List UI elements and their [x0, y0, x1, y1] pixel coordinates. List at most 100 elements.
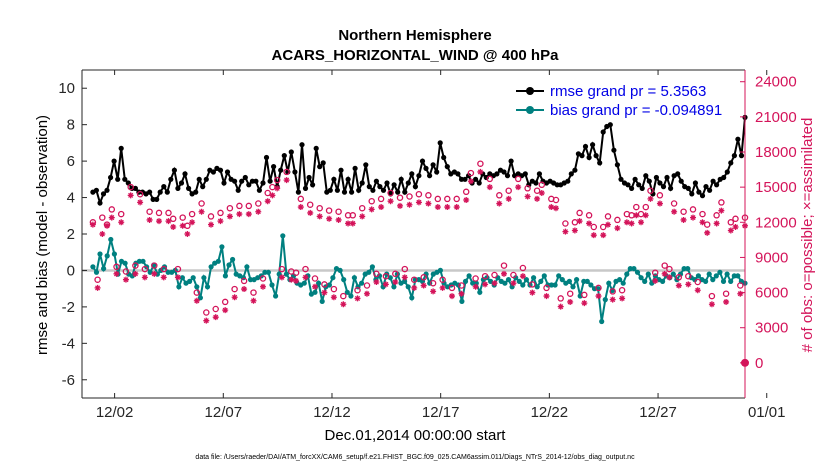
- obs-assimilated-point: [713, 220, 720, 227]
- bias-point: [556, 273, 562, 279]
- obs-possible-point: [221, 298, 229, 306]
- rmse-point: [409, 171, 415, 177]
- bias-point: [541, 273, 547, 279]
- bias-point: [341, 277, 347, 283]
- obs-assimilated-point: [430, 288, 437, 295]
- obs-possible-point: [585, 212, 593, 219]
- obs-assimilated-point: [401, 274, 408, 281]
- obs-assimilated-point: [363, 290, 370, 297]
- obs-assimilated-point: [132, 270, 139, 277]
- obs-possible-point: [212, 305, 219, 313]
- obs-assimilated-point: [548, 204, 555, 211]
- legend-marker: [526, 87, 534, 95]
- obs-possible-point: [529, 281, 536, 288]
- bias-point: [552, 282, 558, 288]
- rmse-point: [306, 174, 312, 181]
- obs-assimilated-point: [104, 222, 111, 229]
- obs-possible-point: [448, 284, 456, 292]
- obs-possible-point: [368, 197, 375, 205]
- obs-assimilated-point: [330, 294, 337, 301]
- bias-point: [366, 269, 372, 275]
- obs-assimilated-point: [212, 314, 219, 321]
- obs-assimilated-point: [311, 283, 318, 290]
- rmse-point: [419, 158, 426, 164]
- obs-possible-point: [614, 216, 621, 224]
- obs-possible-point: [429, 279, 437, 287]
- obs-possible-point: [396, 194, 404, 201]
- legend-entry-rmse: rmse grand pr = 5.3563: [516, 83, 706, 100]
- bias-point: [477, 289, 483, 295]
- obs-possible-point: [576, 209, 583, 217]
- obs-assimilated-point: [562, 228, 569, 235]
- rmse-point: [193, 189, 199, 195]
- obs-assimilated-point: [241, 286, 248, 293]
- obs-possible-point: [330, 285, 338, 293]
- bias-point: [319, 298, 325, 304]
- x-tick-label: 12/02: [96, 404, 134, 421]
- obs-possible-point: [169, 215, 177, 223]
- y-tick-label: -2: [62, 299, 75, 316]
- rmse-point: [327, 187, 333, 193]
- bias-point: [301, 280, 307, 286]
- obs-possible-point: [656, 192, 664, 199]
- rmse-point: [356, 187, 362, 193]
- bias-point: [348, 293, 354, 299]
- obs-possible-point: [165, 209, 172, 217]
- obs-possible-point: [392, 270, 399, 278]
- obs-assimilated-point: [571, 227, 578, 234]
- obs-possible-point: [609, 288, 616, 295]
- rmse-point: [476, 180, 482, 186]
- rmse-point: [572, 167, 578, 173]
- obs-assimilated-point: [122, 276, 129, 283]
- bias-point: [588, 282, 594, 288]
- bias-point: [638, 275, 644, 281]
- rmse-point: [508, 158, 514, 164]
- bias-point: [269, 282, 275, 288]
- rmse-point: [501, 169, 507, 175]
- obs-assimilated-point: [737, 290, 744, 297]
- rmse-point: [395, 189, 401, 195]
- bias-point: [208, 264, 214, 270]
- obs-assimilated-point: [354, 295, 361, 302]
- bias-point: [717, 269, 723, 275]
- rmse-point: [625, 182, 631, 188]
- y-tick-label: 4: [67, 190, 75, 207]
- rmse-point: [423, 165, 429, 171]
- obs-assimilated-point: [638, 219, 645, 226]
- bias-point: [706, 271, 712, 277]
- obs-possible-point: [434, 195, 442, 203]
- obs-possible-point: [387, 189, 394, 197]
- rmse-point: [150, 196, 156, 202]
- bias-point: [122, 260, 128, 266]
- bias-point: [710, 277, 716, 283]
- rmse-point: [714, 182, 720, 188]
- bias-point: [735, 273, 741, 279]
- obs-possible-point: [264, 189, 271, 197]
- obs-possible-point: [505, 187, 512, 194]
- bias-point: [409, 295, 415, 301]
- rmse-point: [302, 185, 309, 191]
- bias-point: [90, 264, 96, 270]
- y-tick-label: 8: [67, 117, 75, 134]
- obs-possible-point: [557, 295, 564, 302]
- bias-point: [222, 273, 228, 279]
- obs-possible-point: [680, 208, 687, 215]
- rmse-point: [299, 142, 305, 148]
- bias-point: [502, 280, 508, 286]
- bias-point: [631, 266, 637, 272]
- bias-point: [606, 280, 612, 286]
- obs-possible-point: [99, 214, 106, 221]
- obs-assimilated-point: [600, 232, 607, 239]
- rmse-point: [565, 178, 571, 184]
- rmse-point: [721, 174, 727, 181]
- rmse-point: [221, 180, 227, 186]
- obs-possible-point: [406, 193, 413, 200]
- obs-assimilated-point: [666, 274, 673, 281]
- obs-assimilated-point: [94, 284, 101, 291]
- rmse-point: [246, 182, 252, 188]
- obs-assimilated-point: [727, 227, 734, 234]
- obs-possible-point: [651, 269, 659, 276]
- bias-point: [437, 267, 443, 273]
- bias-point: [265, 269, 271, 275]
